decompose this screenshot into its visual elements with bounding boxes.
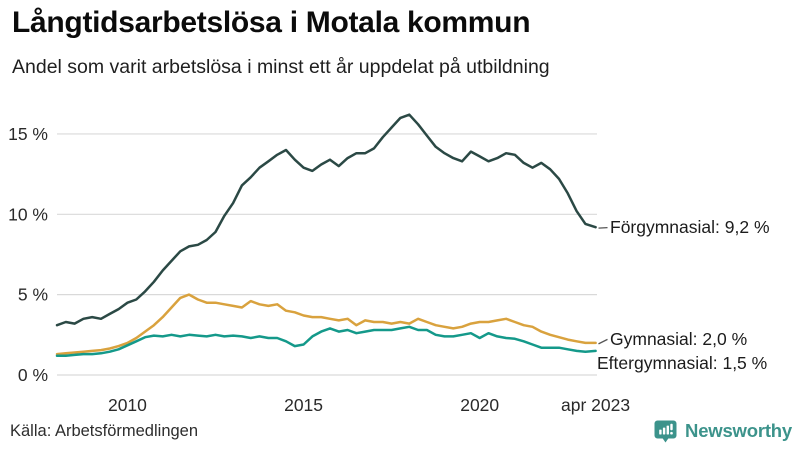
series-line-gymnasial (55, 293, 597, 356)
footer: Källa: Arbetsförmedlingen Newsworthy (10, 417, 792, 445)
series-line-frgymnasial (55, 113, 597, 327)
chart-title: Långtidsarbetslösa i Motala kommun (12, 6, 531, 39)
series-end-label-eftergymnasial: Eftergymnasial: 1,5 % (597, 353, 767, 373)
series-line-eftergymnasial (55, 325, 597, 357)
label-leader-dash (598, 227, 608, 229)
x-tick-label: apr 2023 (561, 395, 630, 415)
chart-subtitle: Andel som varit arbetslösa i minst ett å… (12, 56, 550, 78)
y-tick-label: 5 % (18, 285, 48, 305)
series-end-label-frgymnasial: Förgymnasial: 9,2 % (610, 217, 770, 237)
newsworthy-brand-text: Newsworthy (685, 420, 792, 441)
y-tick-label: 15 % (8, 124, 48, 144)
x-tick-label: 2010 (108, 395, 147, 415)
y-tick-label: 10 % (8, 204, 48, 224)
x-tick-label: 2020 (460, 395, 499, 415)
x-tick-label: 2015 (284, 395, 323, 415)
series-end-label-gymnasial: Gymnasial: 2,0 % (610, 329, 747, 349)
source-note: Källa: Arbetsförmedlingen (10, 421, 199, 440)
newsworthy-logo[interactable]: Newsworthy (653, 419, 792, 444)
y-tick-label: 0 % (18, 365, 48, 385)
label-leader-dash (598, 338, 608, 345)
newsworthy-logo-icon (654, 420, 677, 442)
